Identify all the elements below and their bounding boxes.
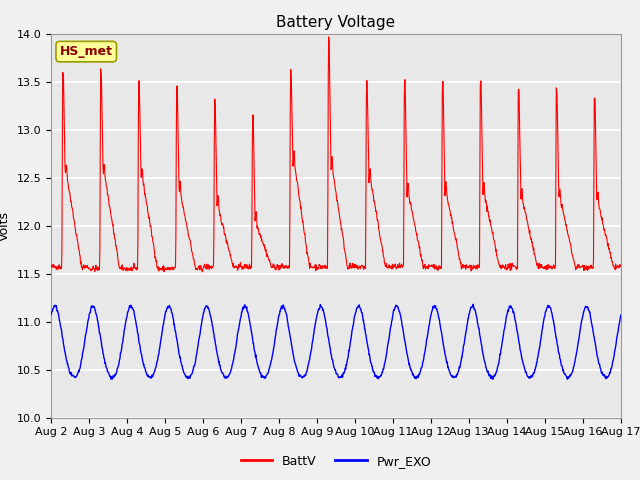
- Pwr_EXO: [489, 376, 497, 382]
- BattV: [198, 269, 206, 275]
- Y-axis label: Volts: Volts: [0, 211, 11, 240]
- Pwr_EXO: [174, 342, 182, 348]
- Pwr_EXO: [47, 312, 55, 317]
- BattV: [160, 269, 168, 275]
- Pwr_EXO: [160, 317, 168, 323]
- Legend: BattV, Pwr_EXO: BattV, Pwr_EXO: [236, 450, 436, 473]
- Pwr_EXO: [617, 312, 625, 318]
- Pwr_EXO: [237, 309, 245, 315]
- BattV: [325, 34, 333, 40]
- BattV: [47, 264, 55, 269]
- Title: Battery Voltage: Battery Voltage: [276, 15, 396, 30]
- BattV: [500, 264, 508, 270]
- BattV: [617, 263, 625, 269]
- Pwr_EXO: [500, 330, 508, 336]
- BattV: [550, 263, 557, 268]
- Pwr_EXO: [424, 326, 432, 332]
- BattV: [174, 118, 182, 124]
- Text: HS_met: HS_met: [60, 45, 113, 58]
- Pwr_EXO: [550, 322, 557, 327]
- Line: Pwr_EXO: Pwr_EXO: [51, 304, 621, 379]
- Pwr_EXO: [469, 301, 477, 307]
- Line: BattV: BattV: [51, 37, 621, 272]
- BattV: [426, 263, 433, 268]
- BattV: [238, 266, 246, 272]
